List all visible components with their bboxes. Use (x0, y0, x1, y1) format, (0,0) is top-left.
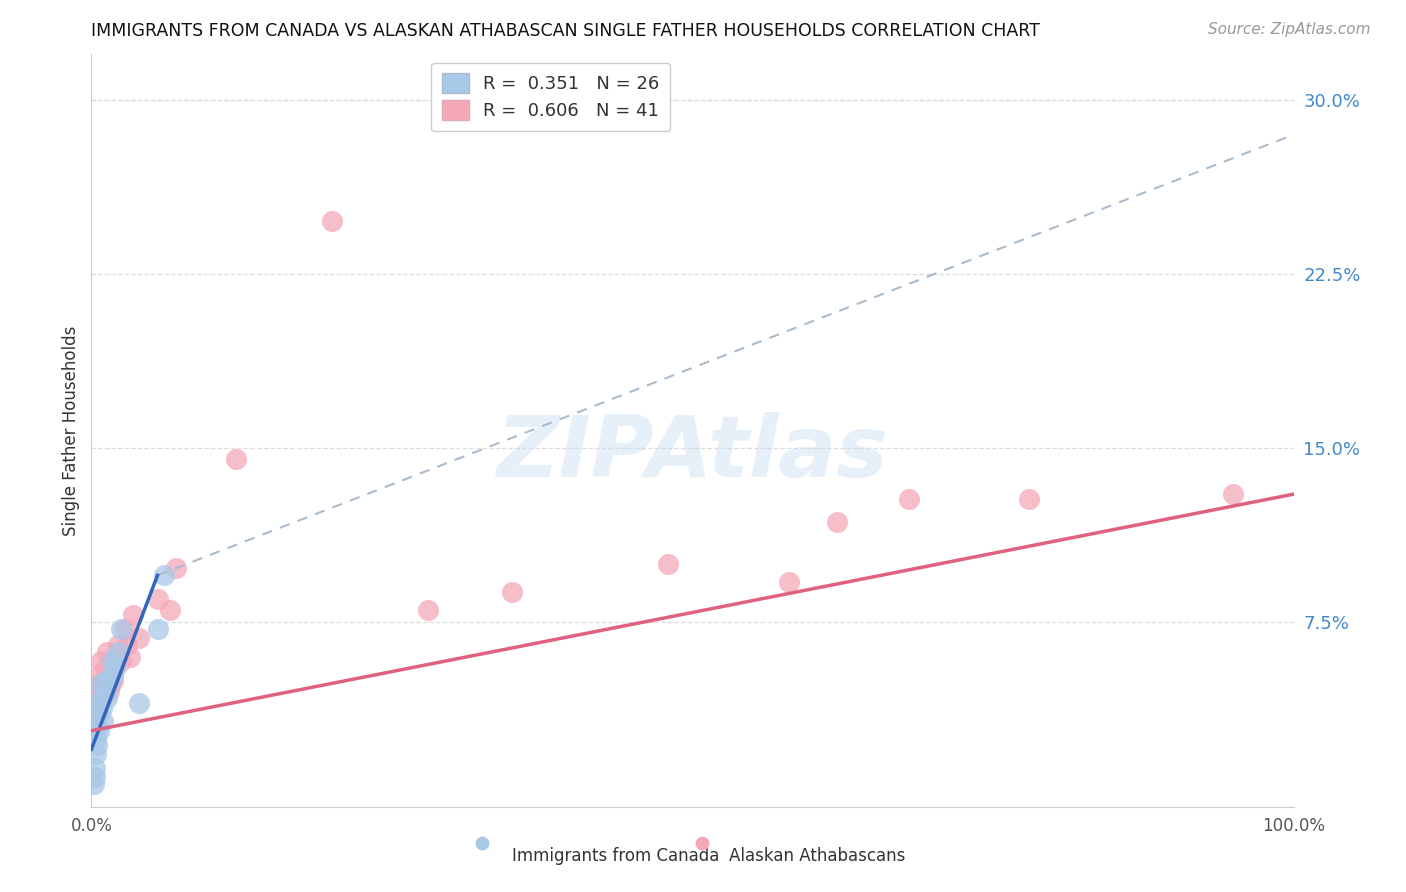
Point (84, 707, 107, 722)
Point (159, 603, 181, 617)
Point (94, 673, 117, 687)
Point (90, 677, 112, 691)
Point (101, 654, 124, 668)
Text: Alaskan Athabascans: Alaskan Athabascans (728, 847, 905, 865)
Point (91, 677, 114, 691)
Point (90, 654, 112, 668)
Legend: R =  0.351   N = 26, R =  0.606   N = 41: R = 0.351 N = 26, R = 0.606 N = 41 (432, 62, 671, 131)
Point (84, 761, 107, 775)
Y-axis label: Single Father Households: Single Father Households (62, 326, 80, 535)
Point (146, 622, 169, 636)
Point (110, 654, 132, 668)
Point (94, 661, 117, 675)
Point (825, 515, 848, 529)
Point (165, 561, 187, 575)
Point (110, 622, 132, 636)
Point (100, 677, 122, 691)
Point (93, 714, 115, 729)
Point (98, 684, 121, 698)
Point (657, 557, 679, 571)
Point (107, 638, 129, 652)
Point (101, 654, 124, 668)
Point (89, 696, 111, 710)
Text: IMMIGRANTS FROM CANADA VS ALASKAN ATHABASCAN SINGLE FATHER HOUSEHOLDS CORRELATIO: IMMIGRANTS FROM CANADA VS ALASKAN ATHABA… (91, 22, 1040, 40)
Point (122, 607, 145, 622)
Point (321, 213, 343, 227)
Point (86, 684, 108, 698)
Point (87, 668, 110, 682)
Point (128, 631, 150, 645)
Point (93, 691, 115, 706)
Point (152, 568, 174, 582)
Text: Source: ZipAtlas.com: Source: ZipAtlas.com (1208, 22, 1371, 37)
Point (114, 622, 136, 636)
Point (101, 668, 124, 682)
Text: ZIPAtlas: ZIPAtlas (496, 411, 889, 494)
Point (146, 591, 169, 606)
Point (897, 491, 920, 506)
Point (118, 649, 141, 664)
Point (83, 777, 105, 791)
Point (1222, 487, 1244, 501)
Point (84, 747, 107, 761)
Point (91, 700, 114, 714)
Point (104, 661, 127, 675)
Point (778, 575, 800, 590)
Point (84, 691, 107, 706)
Point (84, 770, 107, 784)
Point (86, 700, 108, 714)
Point (501, 584, 523, 599)
Point (86, 738, 108, 752)
Point (90, 684, 112, 698)
Point (87, 707, 110, 722)
Point (87, 677, 110, 691)
Point (96, 645, 118, 659)
Point (1018, 491, 1040, 506)
Point (225, 452, 247, 467)
Point (117, 638, 139, 652)
Point (93, 673, 115, 687)
Point (90, 691, 112, 706)
Point (84, 700, 107, 714)
Text: Immigrants from Canada: Immigrants from Canada (512, 847, 720, 865)
Point (96, 691, 118, 706)
Point (128, 696, 150, 710)
Point (83, 696, 105, 710)
Point (107, 645, 129, 659)
Point (87, 723, 110, 738)
Point (84, 731, 107, 745)
Point (86, 719, 108, 733)
Point (89, 696, 111, 710)
Point (416, 603, 439, 617)
Point (98, 677, 121, 691)
Point (93, 684, 115, 698)
Point (104, 661, 127, 675)
Point (101, 673, 124, 687)
